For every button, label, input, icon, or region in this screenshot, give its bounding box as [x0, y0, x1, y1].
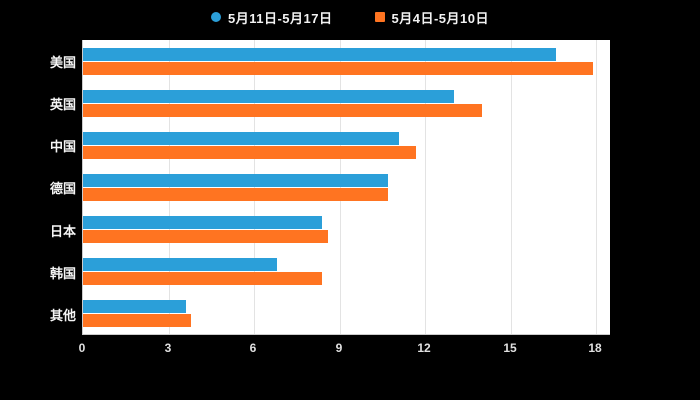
bar-blue [83, 132, 399, 145]
bar-orange [83, 104, 482, 117]
x-tick-label: 12 [417, 341, 431, 355]
bar-blue [83, 216, 322, 229]
category-label: 日本 [49, 223, 76, 239]
x-tick-label: 0 [78, 341, 86, 355]
category-label: 中国 [49, 138, 76, 154]
legend-item-week1[interactable]: 5月4日-5月10日 [374, 8, 489, 27]
gridline [596, 40, 597, 334]
legend-marker-circle-icon [211, 12, 221, 22]
category-label: 其他 [49, 307, 76, 323]
plot-area [82, 40, 610, 335]
bar-orange [83, 146, 416, 159]
bar-orange [83, 188, 388, 201]
legend-item-week2[interactable]: 5月11日-5月17日 [211, 8, 333, 27]
bar-orange [83, 62, 593, 75]
bar-orange [83, 272, 322, 285]
gridline [340, 40, 341, 334]
bar-blue [83, 174, 388, 187]
legend-marker-square-icon [374, 12, 385, 22]
gridline [425, 40, 426, 334]
legend: 5月11日-5月17日 5月4日-5月10日 [0, 6, 700, 28]
x-tick-label: 18 [588, 341, 602, 355]
bar-blue [83, 300, 186, 313]
x-tick-label: 9 [335, 341, 343, 355]
category-label: 英国 [49, 96, 76, 112]
gridline [254, 40, 255, 334]
bar-blue [83, 90, 454, 103]
x-tick-label: 3 [164, 341, 172, 355]
bar-blue [83, 258, 277, 271]
bar-blue [83, 48, 556, 61]
bar-orange [83, 314, 191, 327]
category-label: 美国 [49, 54, 76, 70]
legend-label: 5月4日-5月10日 [391, 10, 489, 26]
x-tick-label: 15 [503, 341, 517, 355]
category-label: 德国 [49, 180, 76, 196]
category-label: 韩国 [49, 265, 76, 281]
bar-orange [83, 230, 328, 243]
gridline [169, 40, 170, 334]
x-tick-label: 6 [249, 341, 257, 355]
legend-label: 5月11日-5月17日 [228, 10, 333, 26]
gridline [511, 40, 512, 334]
